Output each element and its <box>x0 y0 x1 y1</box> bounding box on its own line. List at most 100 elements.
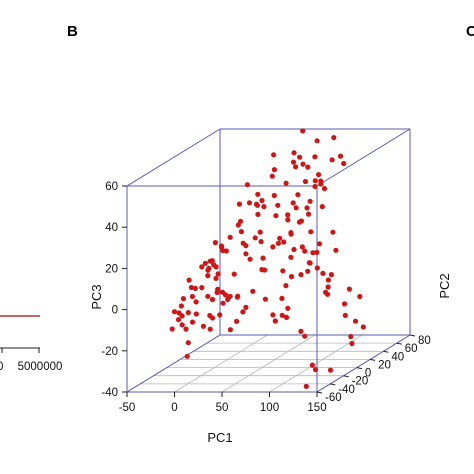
data-point <box>310 250 316 256</box>
z-axis-tick-label: 20 <box>105 263 118 275</box>
y-axis-tick-mark <box>356 367 362 370</box>
data-point <box>277 235 283 241</box>
z-axis-tick-label: 60 <box>105 181 118 193</box>
data-point <box>178 303 184 309</box>
data-point <box>199 285 205 291</box>
data-point <box>207 312 213 319</box>
x-axis-tick-label: 100 <box>260 402 279 414</box>
data-point <box>349 340 355 347</box>
data-point <box>255 211 261 217</box>
data-point <box>192 285 198 291</box>
data-point <box>341 301 348 307</box>
z-axis-tick-label: 0 <box>112 305 118 317</box>
data-point <box>288 274 295 280</box>
data-point <box>193 299 199 305</box>
data-point <box>333 247 339 253</box>
data-point <box>175 317 182 323</box>
data-point <box>325 284 331 290</box>
floor-grid-line <box>221 334 316 393</box>
y-axis-tick-label: 20 <box>378 359 391 371</box>
data-point <box>275 240 281 246</box>
data-point <box>283 180 289 186</box>
data-point <box>185 340 191 346</box>
data-point <box>184 353 190 359</box>
data-point <box>304 205 310 211</box>
y-axis-tick-mark <box>316 391 323 394</box>
data-point <box>324 291 331 297</box>
data-point <box>314 138 320 144</box>
data-point <box>305 268 311 274</box>
data-points <box>169 128 366 389</box>
bounding-box <box>126 128 411 393</box>
data-point <box>217 312 223 318</box>
data-point <box>290 159 297 165</box>
data-point <box>298 272 304 278</box>
y-axis-tick-label: -40 <box>338 384 355 396</box>
data-point <box>183 326 189 332</box>
data-point <box>244 182 250 188</box>
data-point <box>257 229 263 235</box>
data-point <box>357 293 363 300</box>
data-point <box>273 213 279 219</box>
box-edge-line <box>316 128 411 187</box>
z-axis-tick-label: 40 <box>105 222 118 234</box>
data-point <box>316 172 322 178</box>
left-panel-fragment: 0 5000000 <box>0 315 62 373</box>
data-point <box>180 296 186 302</box>
data-point <box>285 212 291 218</box>
y-axis-tick-mark <box>396 342 402 345</box>
data-point <box>255 191 261 197</box>
data-point <box>320 270 326 276</box>
data-point <box>341 160 347 167</box>
data-point <box>293 205 299 211</box>
data-point <box>218 243 225 249</box>
y-axis-tick-mark <box>343 375 349 378</box>
panel-letter-c: C <box>466 23 474 40</box>
panel-letter-b: B <box>67 23 78 40</box>
data-point <box>259 197 265 204</box>
data-point <box>231 271 237 277</box>
y-axis-title: PC2 <box>437 273 452 298</box>
data-point <box>298 328 304 334</box>
data-point <box>291 246 297 253</box>
data-point <box>327 367 334 373</box>
y-axis-tick-mark <box>409 334 416 337</box>
data-point <box>272 318 278 324</box>
data-point <box>302 178 308 185</box>
data-point <box>275 202 281 208</box>
data-point <box>302 333 308 339</box>
data-point <box>227 327 233 333</box>
data-point <box>309 362 315 368</box>
data-point <box>295 192 301 198</box>
data-point <box>188 284 194 291</box>
data-point <box>300 161 306 167</box>
data-point <box>258 239 264 245</box>
data-point <box>189 319 196 325</box>
data-point <box>252 235 258 241</box>
data-point <box>288 254 294 260</box>
data-point <box>243 251 249 257</box>
data-point <box>261 204 267 210</box>
data-point <box>243 243 249 249</box>
data-point <box>318 178 324 184</box>
data-point <box>296 219 303 225</box>
data-point <box>285 305 291 311</box>
data-point <box>262 296 268 302</box>
left-panel-tick-label: 0 <box>0 361 3 373</box>
data-point <box>293 164 299 170</box>
data-point <box>215 271 221 277</box>
data-point <box>279 295 285 301</box>
data-point <box>250 288 256 294</box>
data-point <box>290 200 296 206</box>
data-point <box>308 229 314 235</box>
data-point <box>235 293 241 299</box>
axis-ticks: -50 0 50 100 150-60-40-20020406080-40-200204… <box>101 181 430 414</box>
data-point <box>260 255 266 261</box>
data-point <box>299 244 305 250</box>
data-point <box>254 202 260 208</box>
data-point <box>220 300 226 306</box>
data-point <box>212 240 218 246</box>
z-axis-tick-label: -40 <box>101 387 118 399</box>
data-point <box>312 154 318 160</box>
